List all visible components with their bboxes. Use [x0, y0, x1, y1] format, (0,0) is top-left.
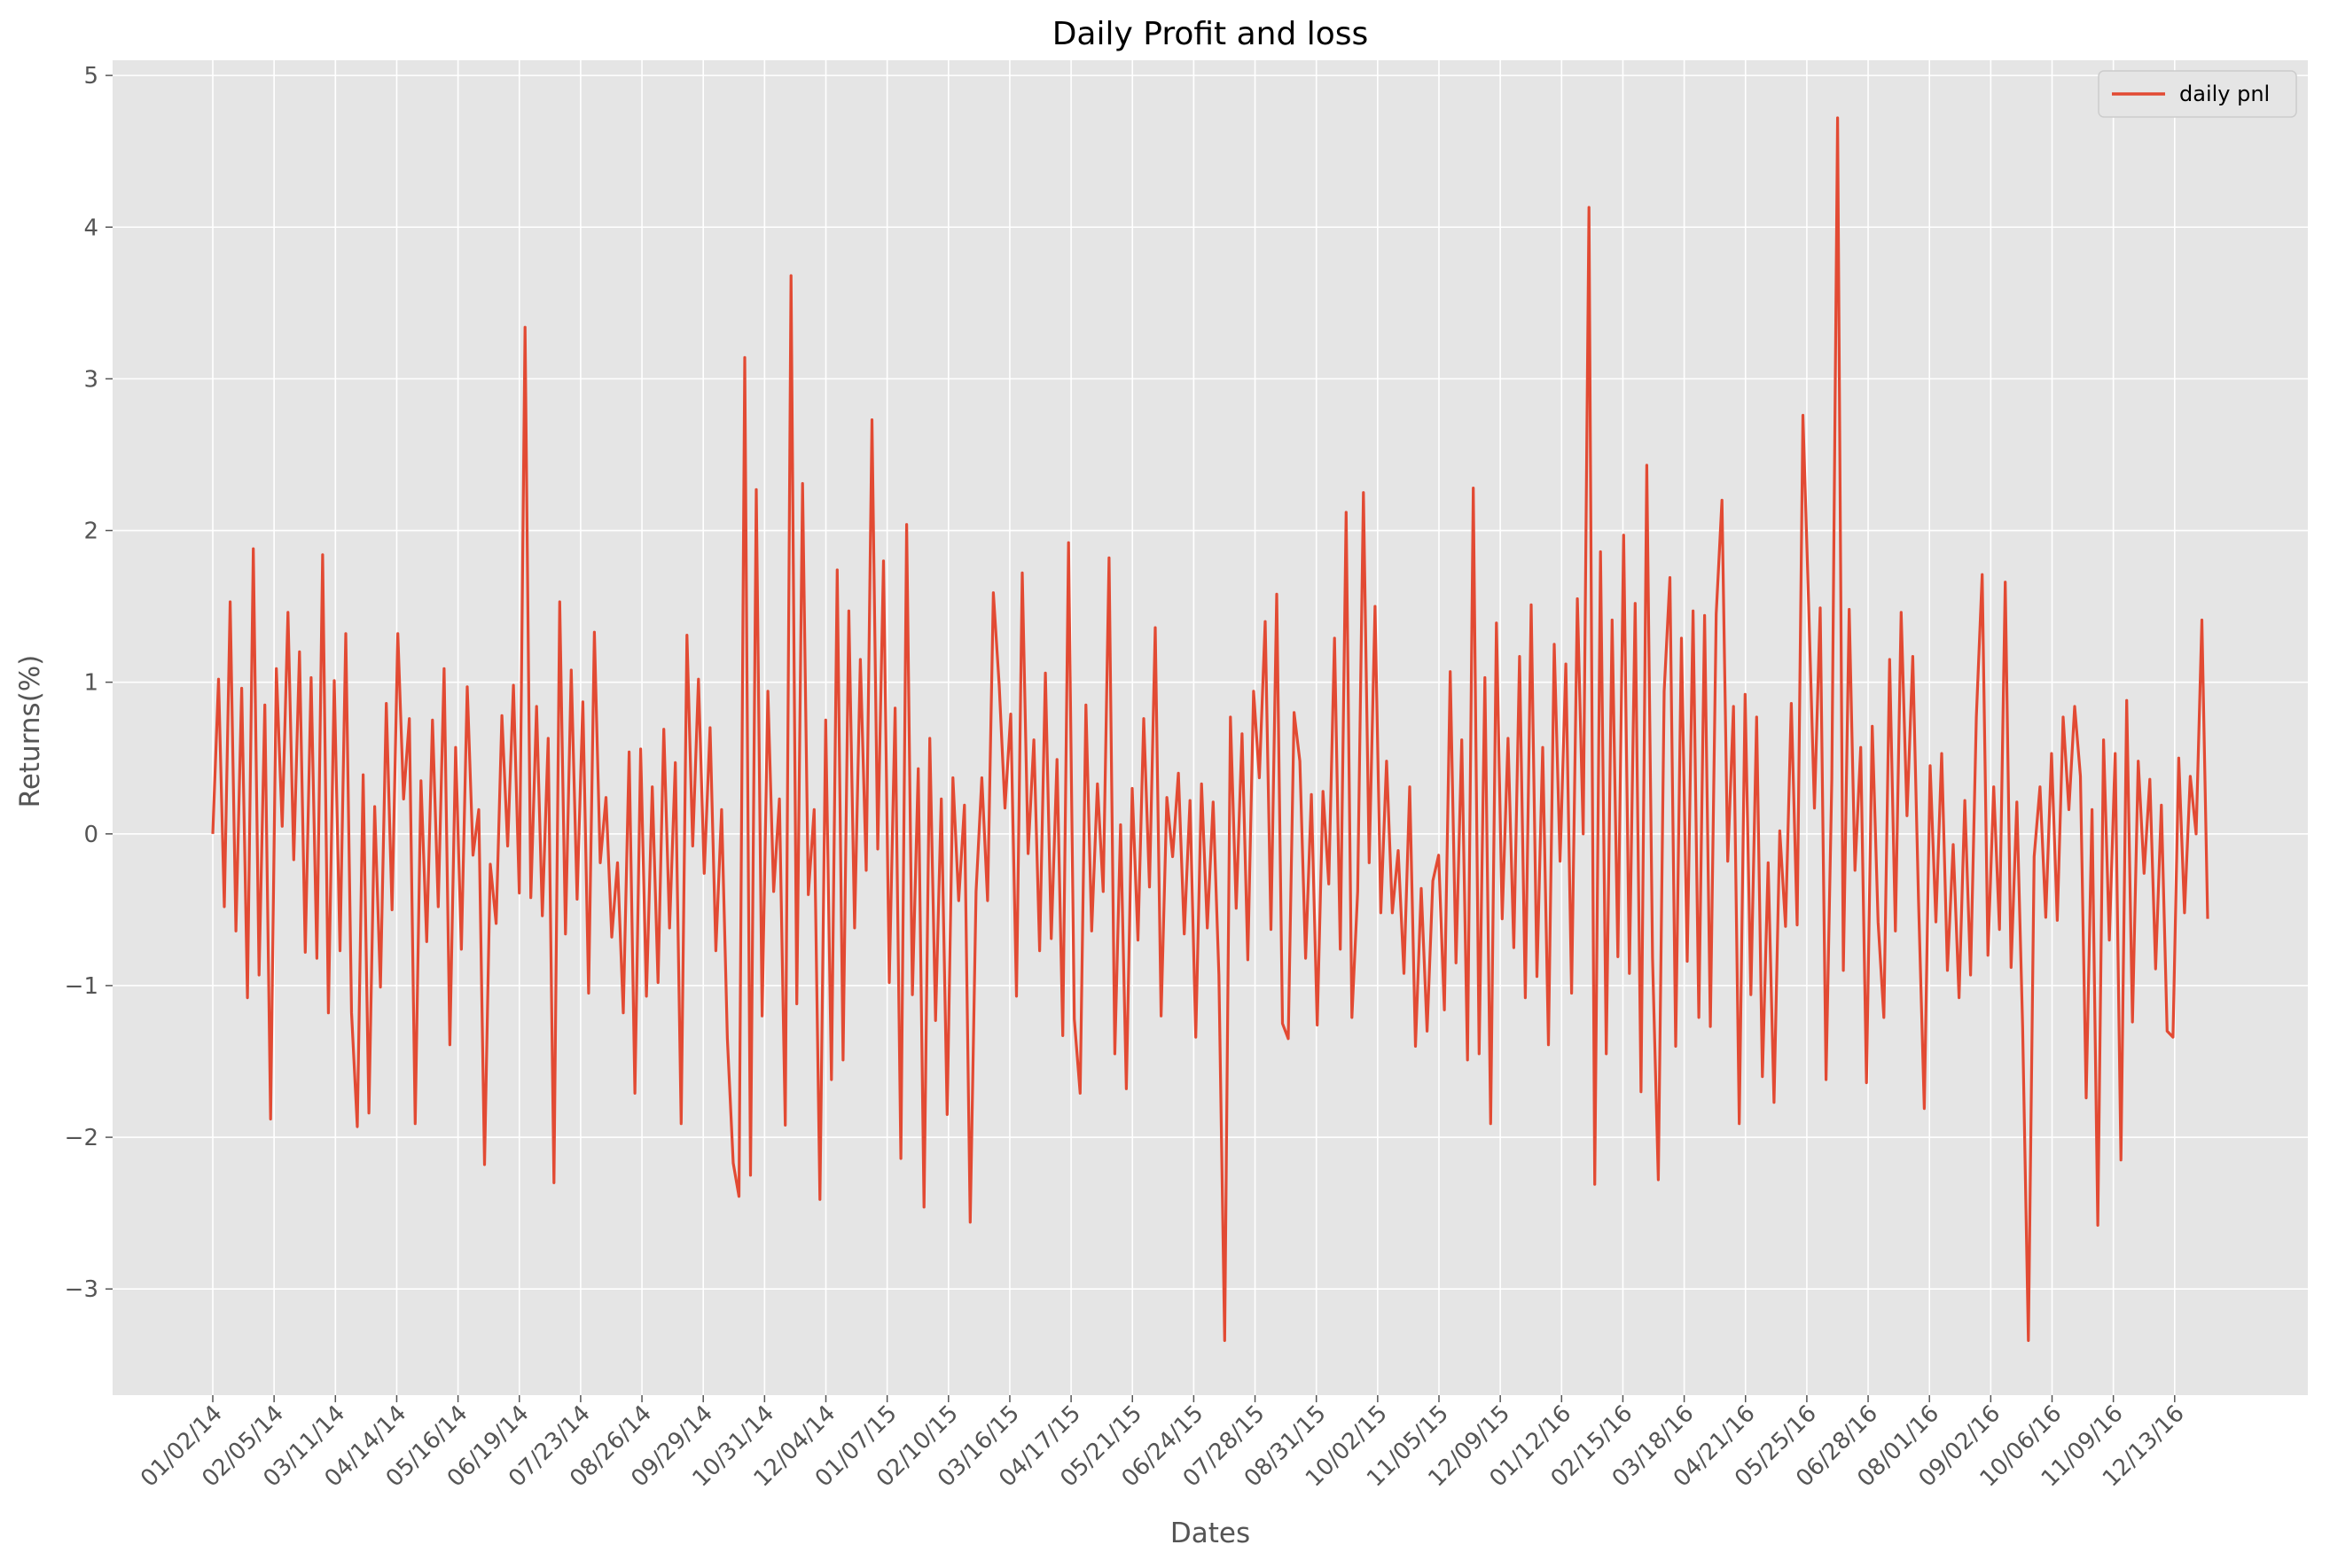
y-tick-label: −1 — [65, 973, 98, 1000]
legend-box — [2098, 70, 2297, 118]
y-tick-label: −3 — [65, 1276, 98, 1303]
grid-lines — [113, 60, 2308, 1395]
y-tick-label: 4 — [83, 215, 98, 241]
y-tick-label: 2 — [83, 519, 98, 545]
series-line-daily-pnl — [211, 116, 2209, 1343]
y-tick-label: 1 — [83, 670, 98, 697]
chart-title: Daily Profit and loss — [1052, 16, 1369, 52]
y-axis-ticks: −3 −2 −1 0 1 2 3 4 5 — [65, 63, 113, 1303]
x-axis-label: Dates — [1170, 1517, 1250, 1549]
y-tick-label: 5 — [83, 63, 98, 90]
plot-area — [113, 60, 2308, 1395]
y-tick-label: −2 — [65, 1125, 98, 1151]
y-tick-label: 0 — [83, 822, 98, 848]
x-axis-ticks: 01/02/1402/05/1403/11/1404/14/1405/16/14… — [136, 1395, 2190, 1493]
y-axis-label: Returns(%) — [14, 655, 46, 808]
legend-label-daily-pnl: daily pnl — [2179, 82, 2270, 106]
legend: daily pnl — [2098, 70, 2297, 118]
y-tick-label: 3 — [83, 366, 98, 393]
series-group — [211, 116, 2209, 1343]
